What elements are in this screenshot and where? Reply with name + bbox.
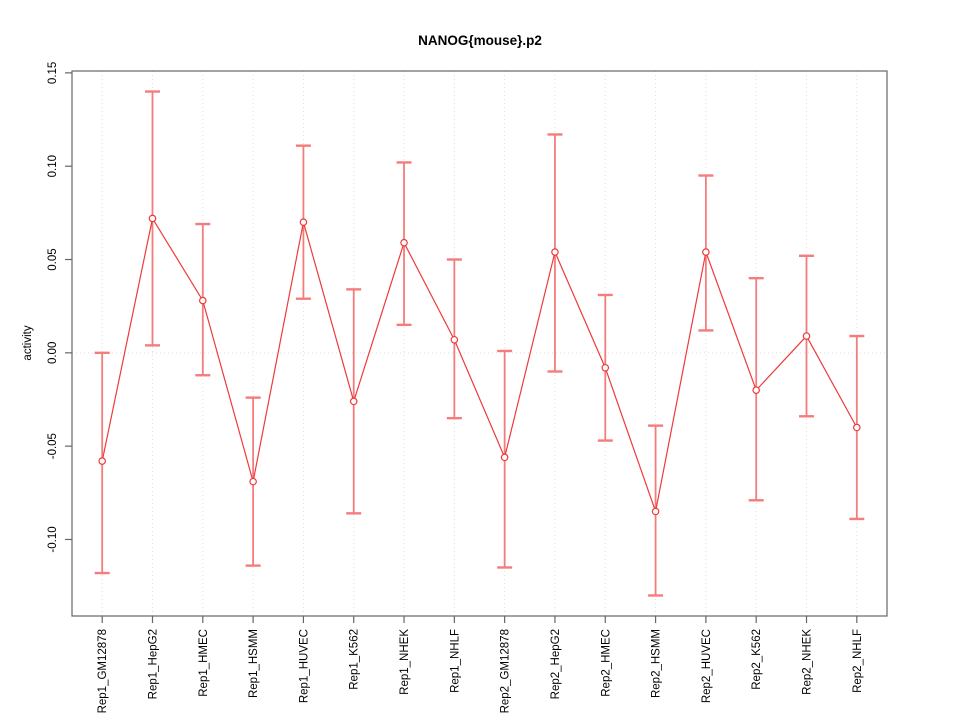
data-point	[651, 507, 660, 516]
y-tick-label: 0.15	[47, 62, 59, 84]
data-point	[349, 397, 358, 406]
y-tick-label: 0.05	[47, 248, 59, 270]
x-tick-label: Rep2_HSMM	[651, 629, 663, 698]
x-tick-label: Rep1_NHLF	[449, 629, 461, 693]
data-point	[551, 248, 559, 256]
data-point	[702, 248, 710, 256]
series-line	[101, 216, 858, 514]
data-point	[249, 477, 257, 486]
data-point	[98, 457, 106, 465]
y-axis-title: activity	[22, 325, 34, 361]
x-tick-label: Rep2_HUVEC	[701, 629, 713, 703]
data-point	[500, 453, 509, 462]
y-tick-label: -0.10	[47, 526, 59, 552]
x-tick-label: Rep2_GM12878	[500, 629, 512, 713]
x-tick-label: Rep2_HMEC	[600, 629, 612, 697]
axis-box	[71, 70, 888, 617]
data-point	[400, 238, 408, 247]
x-tick-label: Rep1_HSMM	[248, 629, 260, 698]
x-tick-label: Rep1_HepG2	[148, 629, 160, 699]
x-tick-label: Rep1_K562	[349, 629, 361, 690]
data-point	[299, 218, 308, 226]
y-tick-label: 0.10	[47, 155, 59, 177]
x-tick-label: Rep2_NHLF	[852, 629, 864, 693]
x-tick-label: Rep2_NHEK	[802, 629, 814, 695]
x-tick-label: Rep1_GM12878	[97, 629, 109, 713]
data-point	[450, 335, 459, 344]
data-point	[752, 386, 760, 394]
chart-title: NANOG{mouse}.p2	[418, 33, 542, 48]
x-tick-label: Rep1_HMEC	[198, 629, 210, 697]
data-point	[853, 423, 861, 432]
y-tick-label: -0.05	[47, 433, 59, 459]
data-point	[199, 296, 207, 305]
x-tick-label: Rep1_HUVEC	[298, 629, 310, 703]
x-tick-label: Rep2_HepG2	[550, 629, 562, 699]
x-tick-label: Rep2_K562	[751, 629, 763, 690]
data-point	[802, 332, 811, 340]
y-tick-label: 0.00	[47, 342, 59, 364]
data-point	[601, 363, 610, 372]
data-point	[148, 214, 157, 223]
x-tick-label: Rep1_NHEK	[399, 629, 411, 695]
